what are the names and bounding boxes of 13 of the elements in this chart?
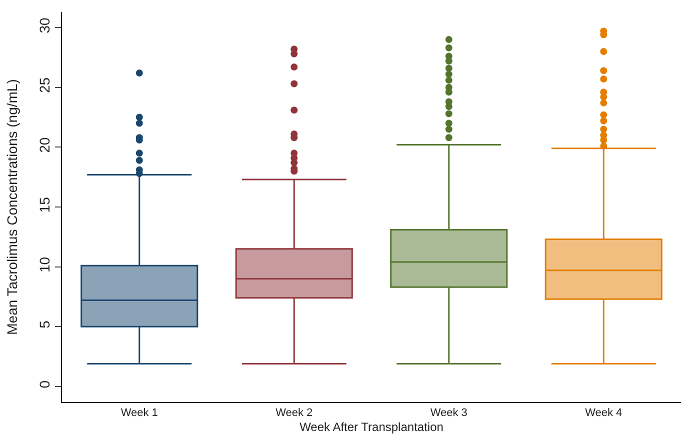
y-tick-label: 0	[36, 380, 52, 388]
y-tick-label: 5	[36, 320, 52, 328]
y-tick-label: 10	[36, 256, 52, 273]
x-tick-label: Week 1	[120, 407, 158, 420]
y-tick-label: 15	[36, 196, 52, 213]
x-tick-label: Week 3	[430, 407, 468, 420]
y-tick-label: 30	[36, 17, 52, 34]
y-tick-label: 20	[36, 137, 52, 153]
x-axis-title: Week After Transplantation	[300, 420, 444, 434]
x-tick-label: Week 2	[276, 407, 313, 420]
x-tick-label: Week 4	[585, 407, 622, 420]
y-tick-label: 25	[36, 77, 52, 94]
y-axis-title: Mean Tacrolimus Concentrations (ng/mL)	[4, 79, 20, 335]
